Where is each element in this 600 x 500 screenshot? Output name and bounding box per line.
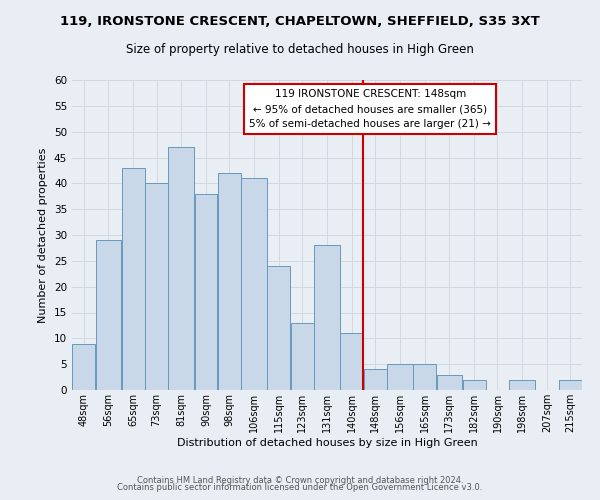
Bar <box>268 266 290 390</box>
Bar <box>194 194 217 390</box>
Bar <box>145 184 168 390</box>
Text: 119 IRONSTONE CRESCENT: 148sqm
← 95% of detached houses are smaller (365)
5% of : 119 IRONSTONE CRESCENT: 148sqm ← 95% of … <box>250 90 491 129</box>
Text: Size of property relative to detached houses in High Green: Size of property relative to detached ho… <box>126 42 474 56</box>
Bar <box>169 147 194 390</box>
Bar <box>364 370 386 390</box>
Bar <box>509 380 535 390</box>
Bar <box>463 380 485 390</box>
Bar <box>387 364 413 390</box>
Bar <box>291 323 314 390</box>
Text: 119, IRONSTONE CRESCENT, CHAPELTOWN, SHEFFIELD, S35 3XT: 119, IRONSTONE CRESCENT, CHAPELTOWN, SHE… <box>60 15 540 28</box>
Bar <box>241 178 267 390</box>
Bar <box>122 168 145 390</box>
Bar <box>72 344 95 390</box>
Bar <box>340 333 363 390</box>
Bar <box>413 364 436 390</box>
Bar <box>559 380 582 390</box>
Text: Contains public sector information licensed under the Open Government Licence v3: Contains public sector information licen… <box>118 484 482 492</box>
Bar <box>95 240 121 390</box>
Bar <box>314 246 340 390</box>
Y-axis label: Number of detached properties: Number of detached properties <box>38 148 49 322</box>
Bar <box>218 173 241 390</box>
Text: Contains HM Land Registry data © Crown copyright and database right 2024.: Contains HM Land Registry data © Crown c… <box>137 476 463 485</box>
X-axis label: Distribution of detached houses by size in High Green: Distribution of detached houses by size … <box>176 438 478 448</box>
Bar <box>437 374 462 390</box>
